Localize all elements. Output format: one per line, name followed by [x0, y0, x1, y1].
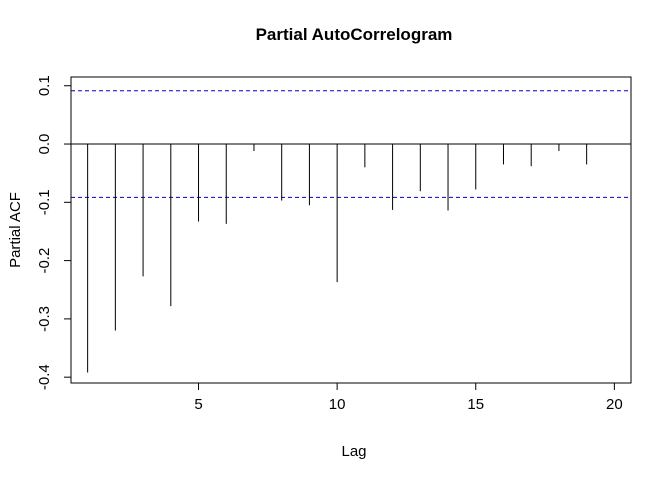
y-axis: -0.4 -0.3 -0.2 -0.1 0.0 0.1 [36, 75, 72, 390]
y-axis-label: Partial ACF [7, 192, 24, 268]
y-tick-label: -0.3 [36, 306, 53, 332]
x-axis-label: Lag [341, 443, 366, 460]
y-tick-label: -0.2 [36, 248, 53, 274]
x-axis: 5 10 15 20 [194, 382, 623, 413]
chart-title: Partial AutoCorrelogram [256, 25, 453, 44]
x-tick-label: 10 [329, 396, 346, 413]
y-tick-label: 0.0 [36, 134, 53, 155]
x-tick-label: 15 [467, 396, 484, 413]
plot-frame [70, 76, 632, 384]
pacf-bars [87, 144, 588, 373]
y-tick-label: -0.4 [36, 364, 53, 390]
x-tick-label: 5 [194, 396, 202, 413]
x-tick-label: 20 [606, 396, 623, 413]
y-tick-label: 0.1 [36, 75, 53, 96]
confidence-bounds [71, 90, 631, 198]
y-tick-label: -0.1 [36, 189, 53, 215]
